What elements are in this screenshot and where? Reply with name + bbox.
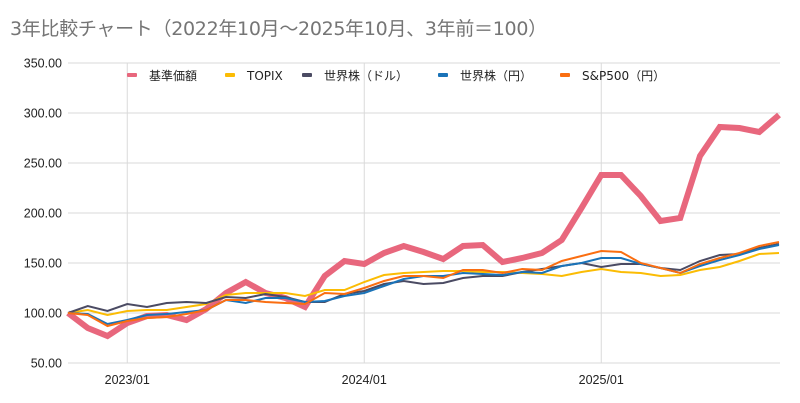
legend-label: TOPIX — [246, 69, 283, 83]
legend-swatch — [127, 73, 137, 77]
legend-item: S&P500（円） — [560, 69, 665, 83]
y-tick-label: 200.00 — [24, 207, 62, 221]
legend-swatch — [225, 73, 235, 77]
legend-swatch — [560, 73, 570, 77]
legend-label: 世界株（ドル） — [324, 68, 408, 83]
y-tick-label: 350.00 — [24, 57, 62, 71]
legend: 基準価額 TOPIX 世界株（ドル） 世界株（円） S&P500（円） — [127, 68, 665, 83]
legend-label: 基準価額 — [149, 68, 197, 83]
series-0 — [66, 112, 781, 340]
series-lines — [66, 112, 781, 340]
legend-swatch — [438, 73, 448, 77]
legend-swatch — [302, 73, 312, 77]
series-1 — [67, 252, 780, 317]
series-line — [67, 252, 780, 317]
y-tick-label: 150.00 — [24, 257, 62, 271]
y-tick-label: 100.00 — [24, 307, 62, 321]
legend-item: 世界株（ドル） — [302, 68, 408, 83]
series-4 — [67, 241, 780, 328]
legend-label: S&P500（円） — [582, 69, 665, 83]
x-tick-label: 2025/01 — [579, 373, 624, 387]
legend-label: 世界株（円） — [460, 68, 532, 83]
legend-item: 世界株（円） — [438, 68, 532, 83]
y-tick-label: 50.00 — [31, 357, 62, 371]
x-tick-label: 2023/01 — [105, 373, 150, 387]
series-line — [67, 241, 780, 328]
y-tick-label: 250.00 — [24, 157, 62, 171]
x-tick-label: 2024/01 — [342, 373, 387, 387]
y-tick-label: 300.00 — [24, 107, 62, 121]
chart-title: 3年比較チャート（2022年10月～2025年10月、3年前＝100） — [10, 18, 547, 40]
legend-item: 基準価額 — [127, 68, 197, 83]
series-line — [66, 112, 781, 340]
y-axis: 50.00 100.00 150.00 200.00 250.00 300.00 350.0… — [24, 57, 62, 371]
x-axis: 2023/01 2024/01 2025/01 — [105, 373, 624, 387]
legend-item: TOPIX — [225, 69, 283, 83]
grid-lines — [68, 62, 780, 364]
